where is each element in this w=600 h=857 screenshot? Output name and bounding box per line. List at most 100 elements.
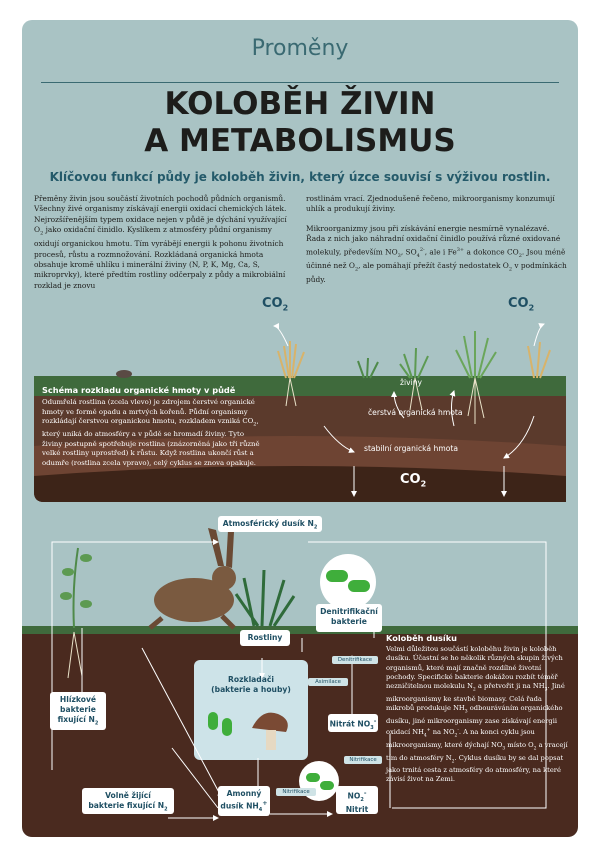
intro-text: jako oxidační činidlo. Kyslíkem z atmosf… [34, 225, 286, 290]
subscript: 2 [354, 266, 359, 273]
mushroom-icon [252, 712, 288, 750]
intro-text: v podmínkách půdy. [306, 260, 567, 284]
co2-label-bottom: CO2 [400, 472, 427, 489]
nitrate-box: Nitrát NO3- [328, 714, 378, 732]
superscript: 3+ [456, 246, 465, 253]
nitrification-tag-upper: Nitrifikace [344, 756, 382, 764]
superscript: + [426, 728, 431, 734]
subscript: 4 [423, 733, 427, 739]
cycle-arrow [273, 323, 289, 347]
decomposers-panel [194, 660, 308, 760]
nitrite-box: NO2- Nitrit [336, 786, 378, 814]
subscript: 2 [454, 733, 458, 739]
topic-divider [41, 82, 559, 83]
page-title: KOLOBĚH ŽIVIN A METABOLISMUS [22, 86, 578, 160]
cycle-arrow [391, 391, 405, 419]
bacteria-cluster-top [320, 554, 376, 610]
flow-arrow [308, 541, 547, 809]
ammonium-line-2: dusík NH4+ [220, 800, 268, 814]
nitrogen-text-part: . A na konci cyklu jsou mikroorganismy, … [386, 728, 535, 749]
ammonium-box: Amonný dusík NH4+ [218, 786, 270, 816]
nitrogen-text-part: a přetvořit ji na NH [475, 682, 545, 691]
cycle-arrow [503, 415, 535, 459]
intro-paragraph-2: rostlinám vrací. Zjednodušeně řečeno, mi… [306, 194, 555, 214]
co2-label-left: CO2 [262, 296, 289, 313]
nitrite-line-2: Nitrit [345, 805, 369, 815]
small-plant-icon [357, 357, 379, 379]
nitrogen-text-part: a vracejí tím do atmosféry N [386, 740, 568, 762]
subtitle: Klíčovou funkcí půdy je koloběh živin, k… [49, 170, 551, 184]
denitrifying-bacteria-box: Denitrifikační bakterie [316, 604, 382, 632]
intro-text: , SO [400, 247, 417, 257]
title-line-2: A METABOLISMUS [144, 123, 456, 159]
subscript: 3 [502, 746, 506, 752]
superscript: - [457, 728, 459, 734]
nitrite-line-1: NO2- [347, 790, 367, 804]
plant-bush-icon [234, 569, 296, 627]
dead-plant-right-icon [527, 341, 551, 379]
title-line-1: KOLOBĚH ŽIVIN [164, 86, 436, 122]
fresh-organic-label: čerstvá organická hmota [368, 408, 463, 417]
poster-card: Proměny KOLOBĚH ŽIVIN A METABOLISMUS Klí… [22, 20, 578, 837]
stable-organic-label: stabilní organická hmota [364, 444, 458, 453]
flow-arrow [171, 747, 219, 809]
panel-text: , který uniká do atmosféry a v půdě se h… [42, 417, 260, 467]
ammonium-line-1: Amonný [226, 789, 262, 798]
nitrogen-text-part: Velmi důležitou součástí koloběhu živin … [386, 645, 563, 691]
flow-arrow [141, 647, 223, 799]
nitrogen-text-part: na NO [430, 728, 455, 737]
medium-plant-icon [399, 347, 429, 411]
subscript: 3 [464, 709, 468, 715]
subscript: 2 [253, 421, 257, 428]
nitrification-tag-lower: Nitrifikace [276, 788, 316, 796]
decomposition-illustration [34, 323, 566, 502]
intro-text: , ale pomáhají přežít častý nedostatek O [358, 260, 509, 270]
subscript: 2 [533, 746, 537, 752]
nitrogen-text-part: místo O [505, 740, 534, 749]
intro-text: a dokonce CO [464, 247, 519, 257]
mouse-icon [116, 370, 132, 378]
free-line-2: bakterie fixující N2 [88, 801, 168, 813]
panel-text: Odumřelá rostlina (zcela vlevo) je zdroj… [42, 398, 255, 426]
intro-paragraph-3: Mikroorganizmy jsou při získávání energi… [306, 224, 568, 285]
nitrogen-text-part: . Jiné mikroorganismy ke stavbě biomasy.… [386, 682, 565, 713]
intro-column-right: rostlinám vrací. Zjednodušeně řečeno, mi… [306, 194, 568, 294]
large-plant-icon [455, 331, 497, 424]
subscript: 2 [508, 266, 513, 273]
subscript: 2 [40, 230, 44, 237]
cycle-arrow [449, 390, 456, 427]
symbiotic-line-1: Hlízkové [59, 695, 97, 704]
denitrifying-line-1: Denitrifikační [320, 607, 378, 616]
subscript: 4 [416, 252, 420, 259]
subscript: 2 [472, 687, 476, 693]
bacteria-icon [208, 712, 232, 736]
nitrogen-text-part: odbouráváním organického dusíku, jiné mi… [386, 704, 563, 737]
nitrogen-text-part: . Cyklus dusíku by se dal popsat jako tr… [386, 753, 564, 784]
decomposition-text: Odumřelá rostlina (zcela vlevo) je zdroj… [42, 398, 264, 469]
intro-text: Mikroorganizmy jsou při získávání energi… [306, 223, 561, 257]
intro-text: , ale i Fe [424, 247, 457, 257]
intro-text: Přeměny živin jsou součástí životních po… [34, 194, 287, 235]
nutrients-label: živiny [400, 378, 423, 387]
decomposition-title: Schéma rozkladu organické hmoty v půdě [42, 385, 236, 395]
intro-text: . Jsou méně účinné než O [306, 247, 566, 270]
decomposers-line-1: Rozkladači [228, 675, 274, 684]
symbiotic-bacteria-box: Hlízkové bakterie fixující N2 [50, 692, 106, 730]
nitrogen-cycle-text: Velmi důležitou součástí koloběhu živin … [386, 645, 570, 785]
grass-layer [34, 376, 566, 402]
subscript: 3 [544, 687, 548, 693]
decomposers-line-2: (bakterie a houby) [211, 685, 291, 694]
atmospheric-nitrogen-box: Atmosférický dusík N2 [218, 516, 322, 532]
intro-column-left: Přeměny živin jsou součástí životních po… [34, 194, 296, 300]
nitrogen-grass [22, 626, 578, 634]
topic-heading: Proměny [251, 36, 349, 61]
hare-icon [148, 528, 236, 630]
subscript: 3 [397, 252, 401, 259]
pea-plant-icon [60, 547, 92, 679]
dead-plant-left-icon [277, 341, 305, 407]
subscript: 2 [451, 758, 455, 764]
denitrification-tag: Denitrifikace [332, 656, 378, 664]
subscript: 2 [518, 252, 522, 259]
nitrogen-cycle-illustration [22, 528, 578, 837]
superscript: 2- [419, 246, 425, 253]
